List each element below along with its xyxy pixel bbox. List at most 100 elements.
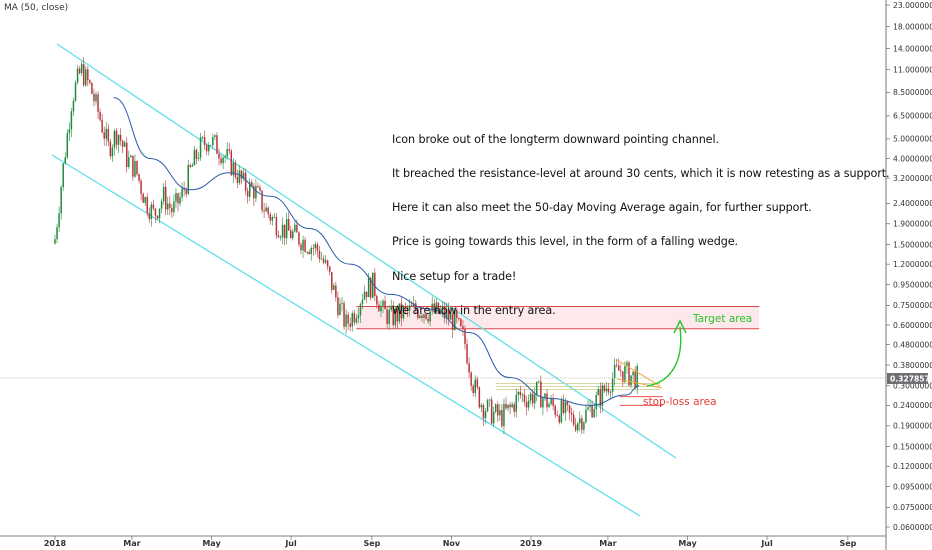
candle-body [273,216,276,218]
candle-body [251,182,253,187]
candle-body [505,403,507,409]
target-arrow-path [646,326,682,387]
x-tick-label: May [678,539,697,548]
candle-body [599,389,602,407]
note-line: We are now in the entry area. [392,303,556,317]
candle-body [433,303,435,313]
candle-body [392,306,394,326]
candle-body [74,82,77,101]
candle-body [287,218,290,231]
candle-body [257,186,259,188]
candle-body [509,404,511,408]
candle-body [117,134,120,145]
candle-body [240,170,243,179]
candle-body [390,306,392,310]
candle-body [249,182,251,197]
candle-body [579,418,581,424]
price-tag-value: 0.3278576 [890,375,932,384]
candle-body [271,216,274,221]
candle-body [589,405,591,408]
candle-body [255,186,257,199]
candle-body [285,218,288,239]
candle-body [482,404,485,419]
candles [54,57,638,435]
candle-body [591,405,593,418]
candle-body [472,385,474,394]
candle-body [374,272,376,297]
candle-body [95,94,97,102]
note-line: Nice setup for a trade! [392,269,517,283]
candle-body [425,314,427,319]
candle-body [507,404,509,409]
candle-body [400,303,403,319]
candle-body [212,136,214,146]
moving-average-line [113,97,640,406]
candle-body [484,411,487,419]
candle-body [456,309,458,319]
candle-body [550,398,552,404]
candle-body [324,260,327,263]
candle-body [443,307,446,319]
x-tick-label: Sep [839,539,856,548]
candle-body [441,307,444,311]
candle-body [540,381,542,408]
candle-body [290,230,292,239]
candle-body [195,149,198,159]
x-tick-label: 2019 [520,539,543,548]
candle-body [292,231,294,239]
candle-body [339,303,341,315]
note-line: It breached the resistance-level at arou… [392,167,890,181]
candle-body [357,315,360,319]
candle-body [460,318,462,327]
candle-body [372,272,374,298]
candle-body [205,145,208,152]
candle-body [511,404,513,408]
candle-body [417,310,419,318]
candle-body [283,224,286,239]
candle-body [618,365,620,371]
candle-body [335,285,337,298]
candle-body [611,378,614,392]
candle-body [85,69,87,86]
candle-body [203,137,206,146]
candle-body [447,309,450,320]
y-tick-label: 0.1900000 [893,422,932,431]
candle-body [345,314,347,327]
candle-body [626,362,628,367]
target-area-label: Target area [692,313,752,325]
candle-body [595,395,597,410]
candle-body [367,277,370,298]
candle-body [503,403,505,427]
candle-body [435,302,438,313]
candle-body [419,315,421,318]
candle-body [158,208,161,219]
candle-body [495,404,497,412]
candle-body [384,300,386,310]
candle-body [91,82,93,94]
candle-body [298,232,300,245]
candle-body [201,137,204,138]
candle-body [160,201,163,209]
candle-body [244,172,247,191]
wedge-lower [616,378,663,389]
candle-body [62,163,64,188]
y-tick-label: 6.5000000 [893,112,932,121]
candle-body [230,150,233,176]
candle-body [376,296,378,305]
candle-body [404,306,407,308]
candle-body [466,344,468,364]
candle-body [605,388,608,392]
candle-body [533,394,536,404]
candle-body [542,398,544,408]
candle-body [388,309,390,324]
candle-body [406,307,409,311]
y-tick-label: 11.0000000 [893,66,932,75]
candle-body [331,272,333,290]
candle-body [150,204,153,220]
x-tick-label: Jul [284,539,297,548]
candle-body [538,381,540,383]
candle-body [316,244,319,251]
y-tick-label: 23.0000000 [893,1,932,10]
candle-body [146,197,148,214]
